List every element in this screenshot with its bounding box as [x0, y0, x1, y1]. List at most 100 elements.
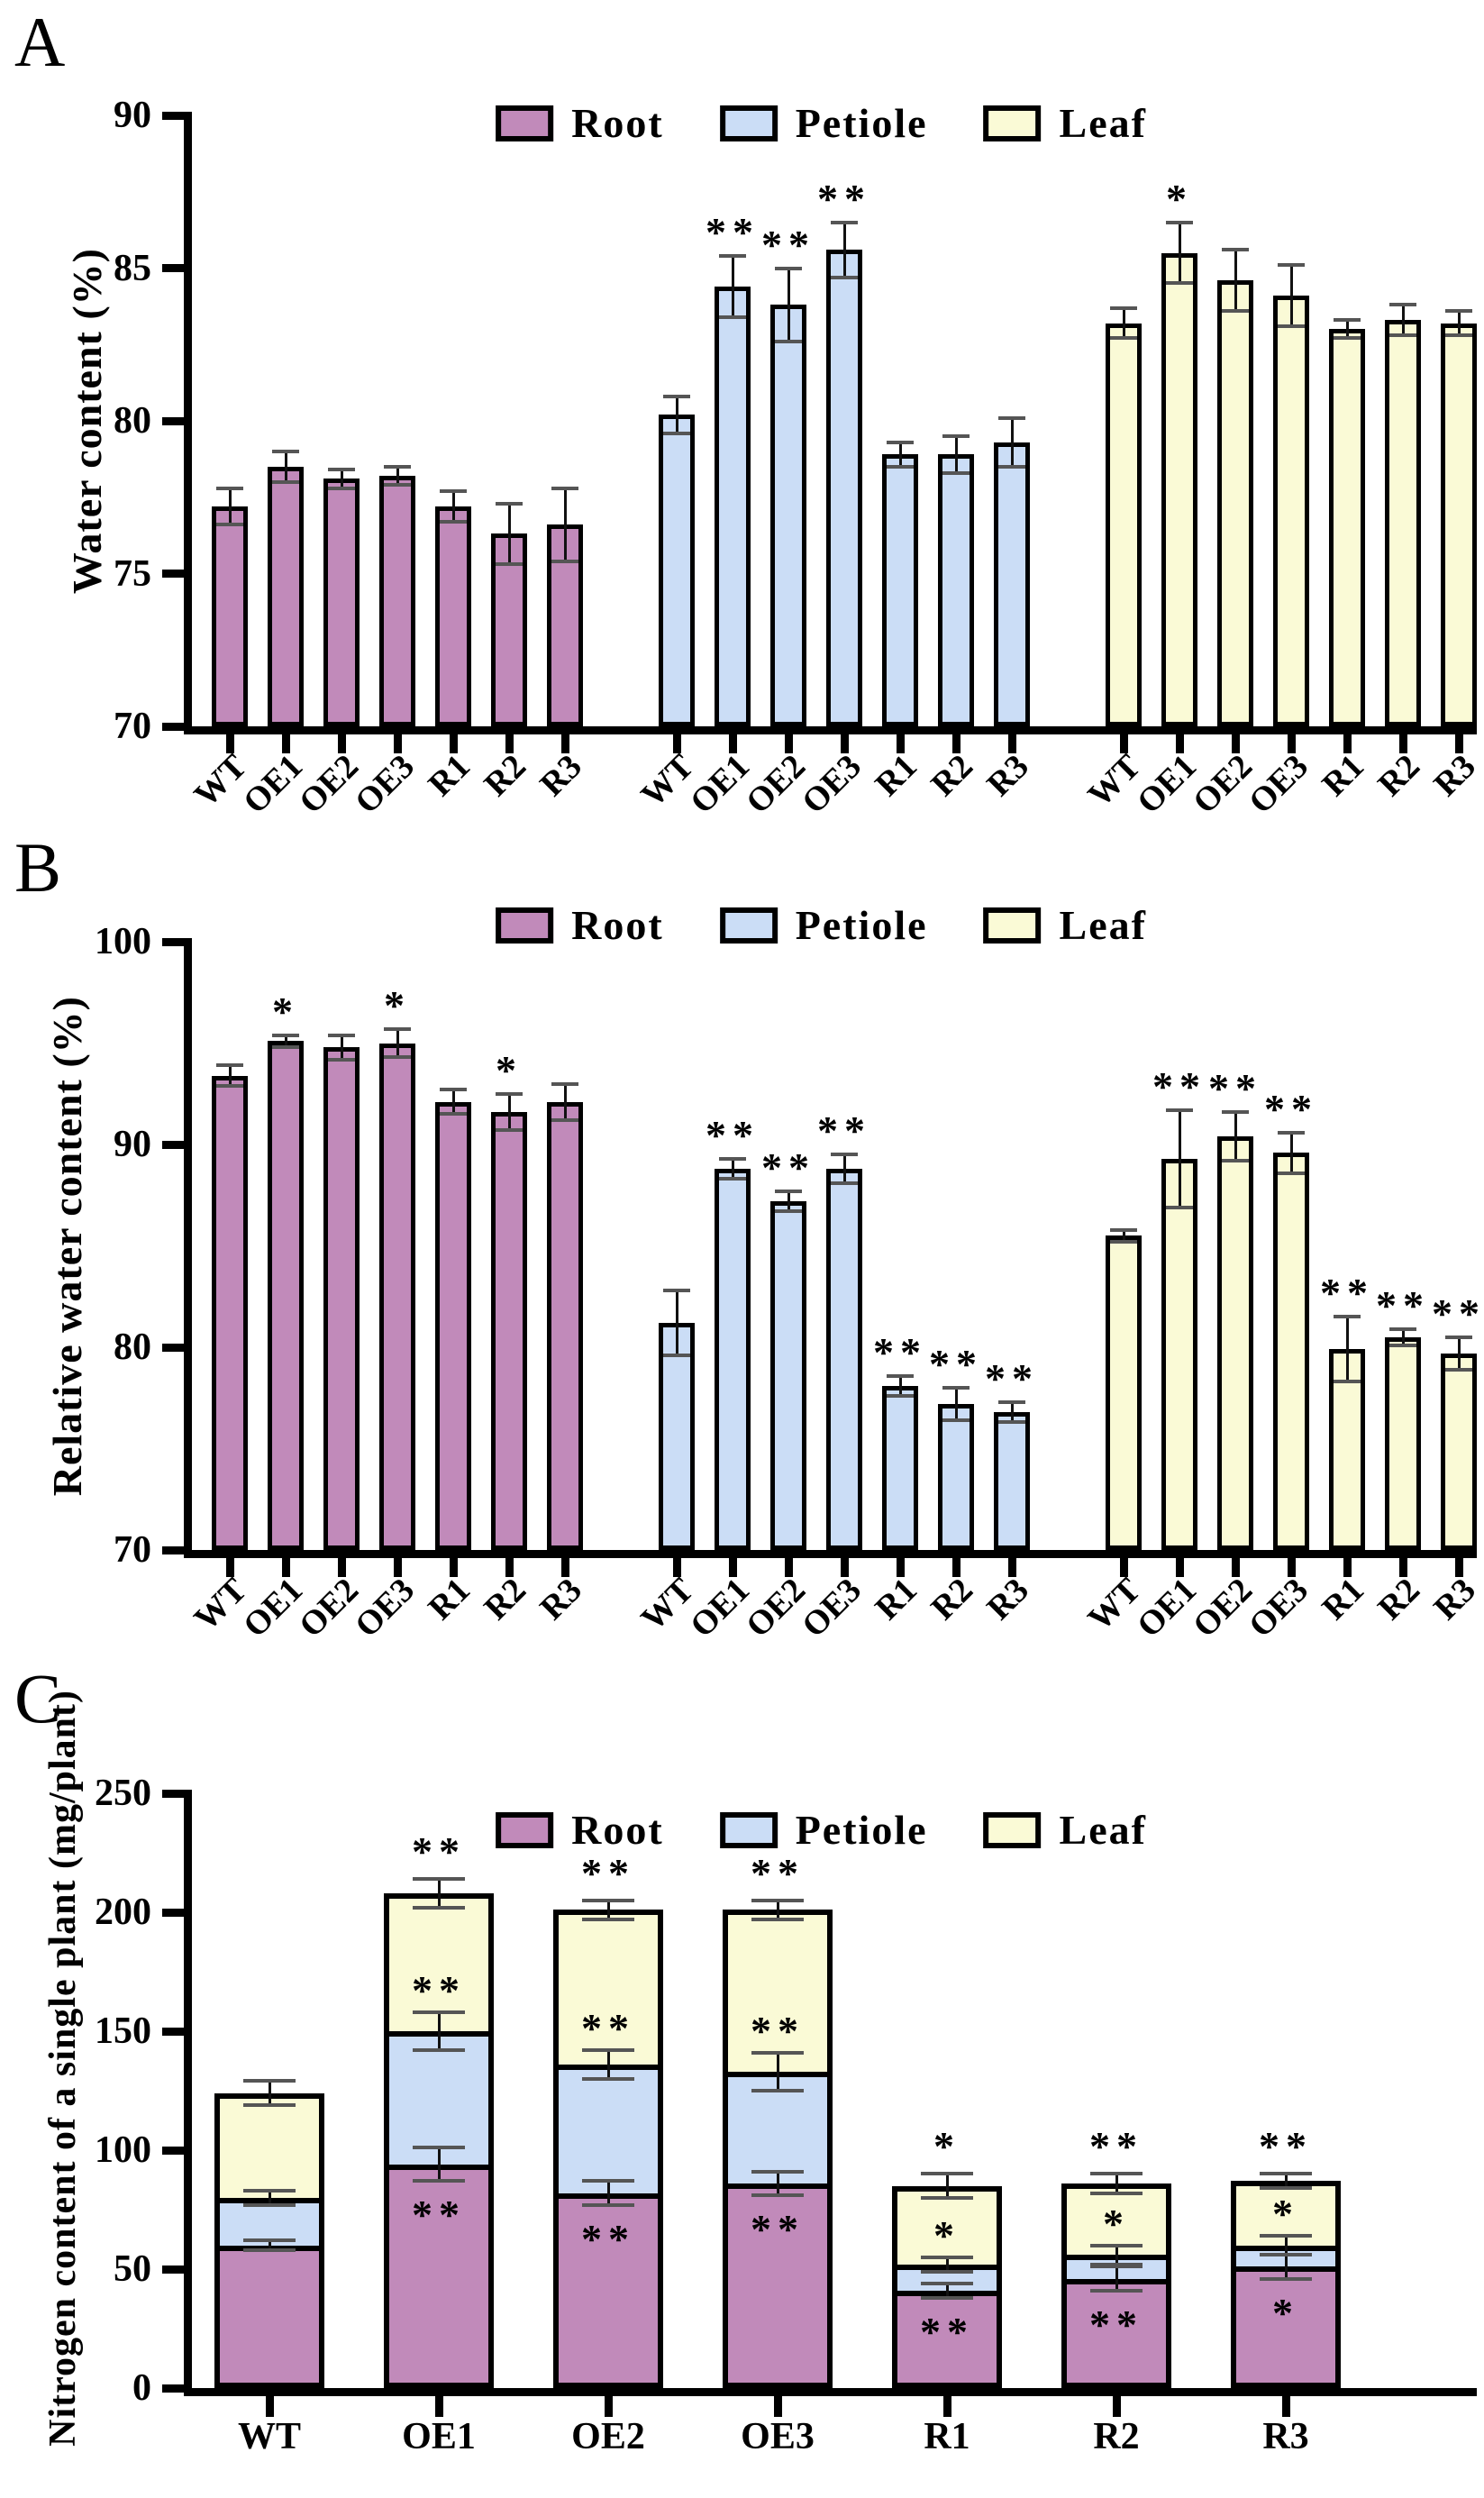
x-axis-tick: [1112, 2388, 1121, 2417]
error-bar: [340, 1035, 343, 1060]
y-axis-tick: [162, 1545, 192, 1554]
significance-marker: **: [761, 221, 815, 268]
error-bar: [898, 442, 902, 467]
segment-root-r2: [1061, 2278, 1171, 2388]
error-bar: [396, 466, 399, 486]
y-tick-label: 75: [114, 552, 151, 595]
bar-petiole-oe2: [770, 1201, 806, 1550]
significance-marker: **: [1432, 1290, 1484, 1336]
error-bar-cap: [1090, 2191, 1143, 2195]
error-bar-cap: [921, 2269, 973, 2274]
error-bar-cap: [216, 523, 243, 527]
error-bar: [606, 2050, 610, 2079]
error-bar-cap: [719, 253, 746, 258]
error-bar-cap: [921, 2281, 973, 2285]
error-bar: [776, 1900, 779, 1919]
bar-leaf-wt: [1106, 1235, 1142, 1550]
significance-marker: *: [1166, 175, 1193, 222]
significance-marker: **: [706, 208, 760, 255]
x-axis-tick: [896, 1550, 905, 1577]
x-tick-label: OE3: [741, 2416, 815, 2457]
error-bar: [1401, 305, 1405, 336]
bar-petiole-oe3: [826, 1169, 862, 1550]
error-bar-cap: [831, 1181, 858, 1185]
error-bar: [1284, 2174, 1288, 2189]
error-bar: [1234, 250, 1237, 311]
x-axis-tick: [281, 1550, 290, 1577]
significance-marker: *: [272, 988, 299, 1035]
bar-leaf-r2: [1385, 1336, 1421, 1550]
bar-root-oe2: [323, 1047, 360, 1550]
panel-c-letter: C: [14, 1659, 62, 1737]
significance-marker: **: [751, 1849, 805, 1896]
error-bar-cap: [440, 1088, 467, 1092]
significance-marker: **: [873, 1328, 927, 1375]
segment-petiole-oe2: [553, 2064, 663, 2199]
bar-root-oe2: [323, 479, 360, 726]
error-bar: [1401, 1328, 1405, 1345]
error-bar: [945, 2256, 949, 2272]
bar-root-oe1: [268, 466, 304, 726]
x-axis-tick: [773, 2388, 782, 2417]
error-bar: [1457, 310, 1461, 336]
x-axis-tick: [1343, 1550, 1352, 1577]
error-bar-cap: [243, 2079, 296, 2083]
x-axis-tick: [1398, 1550, 1407, 1577]
error-bar-cap: [1222, 1159, 1249, 1162]
x-axis-tick: [449, 726, 458, 753]
y-tick-label: 100: [95, 2129, 151, 2171]
error-bar: [507, 1093, 511, 1131]
error-bar-cap: [496, 562, 523, 567]
error-bar: [451, 490, 455, 522]
bar-petiole-r2: [938, 454, 974, 726]
x-axis-tick: [225, 1550, 234, 1577]
bar-leaf-r3: [1441, 323, 1477, 726]
panel-b-plot: 100 90 80 70 Root Petiole Leaf WT * OE1 OE2 * OE3 R1 *…: [95, 902, 1483, 1645]
error-bar-cap: [551, 1081, 578, 1086]
y-axis-tick: [162, 1140, 192, 1149]
y-axis-tick: [162, 1789, 192, 1798]
error-bar: [268, 2081, 271, 2105]
y-tick-label: 90: [114, 95, 151, 136]
legend-label-root: Root: [571, 1807, 664, 1853]
error-bar-cap: [1389, 333, 1416, 338]
error-bar: [1457, 1336, 1461, 1370]
bar-leaf-r3: [1441, 1353, 1477, 1550]
error-bar-cap: [328, 1057, 355, 1062]
x-axis-tick: [560, 726, 569, 753]
error-bar-cap: [663, 1289, 690, 1292]
x-axis-tick: [951, 1550, 961, 1577]
error-bar-cap: [328, 1033, 355, 1037]
bar-petiole-r2: [938, 1404, 974, 1550]
error-bar-cap: [272, 1045, 299, 1049]
bar-root-r2: [491, 1112, 527, 1550]
bar-petiole-oe3: [826, 250, 862, 726]
error-bar-cap: [1278, 1130, 1305, 1135]
error-bar-cap: [243, 2247, 296, 2252]
y-axis-tick: [162, 937, 192, 946]
error-bar-cap: [921, 2195, 973, 2200]
legend-swatch-root: [496, 907, 554, 944]
x-tick-label: R1: [924, 2416, 970, 2457]
error-bar-cap: [998, 1399, 1025, 1404]
x-axis-tick: [281, 726, 290, 753]
x-axis-tick: [1231, 726, 1240, 753]
x-axis-tick: [942, 2388, 951, 2417]
error-bar-cap: [243, 2188, 296, 2193]
y-axis-tick: [162, 2265, 192, 2274]
error-bar-cap: [887, 440, 914, 444]
segment-root-r1: [892, 2290, 1002, 2388]
x-axis-tick: [672, 1550, 681, 1577]
error-bar-cap: [942, 470, 970, 475]
error-bar: [1115, 2245, 1118, 2265]
legend-swatch-root: [496, 105, 554, 141]
error-bar-cap: [1334, 1380, 1361, 1384]
x-axis-tick: [672, 726, 681, 753]
panel-a-plot: 90 85 80 75 70 Root Petiole Leaf WT OE1 OE2 OE3 R1 R2…: [114, 95, 1483, 821]
panel-b-letter: B: [14, 828, 62, 907]
error-bar: [1345, 320, 1349, 339]
error-bar: [1234, 1112, 1237, 1161]
error-bar: [945, 2283, 949, 2298]
x-axis-tick: [1119, 726, 1128, 753]
x-axis-tick: [225, 726, 234, 753]
